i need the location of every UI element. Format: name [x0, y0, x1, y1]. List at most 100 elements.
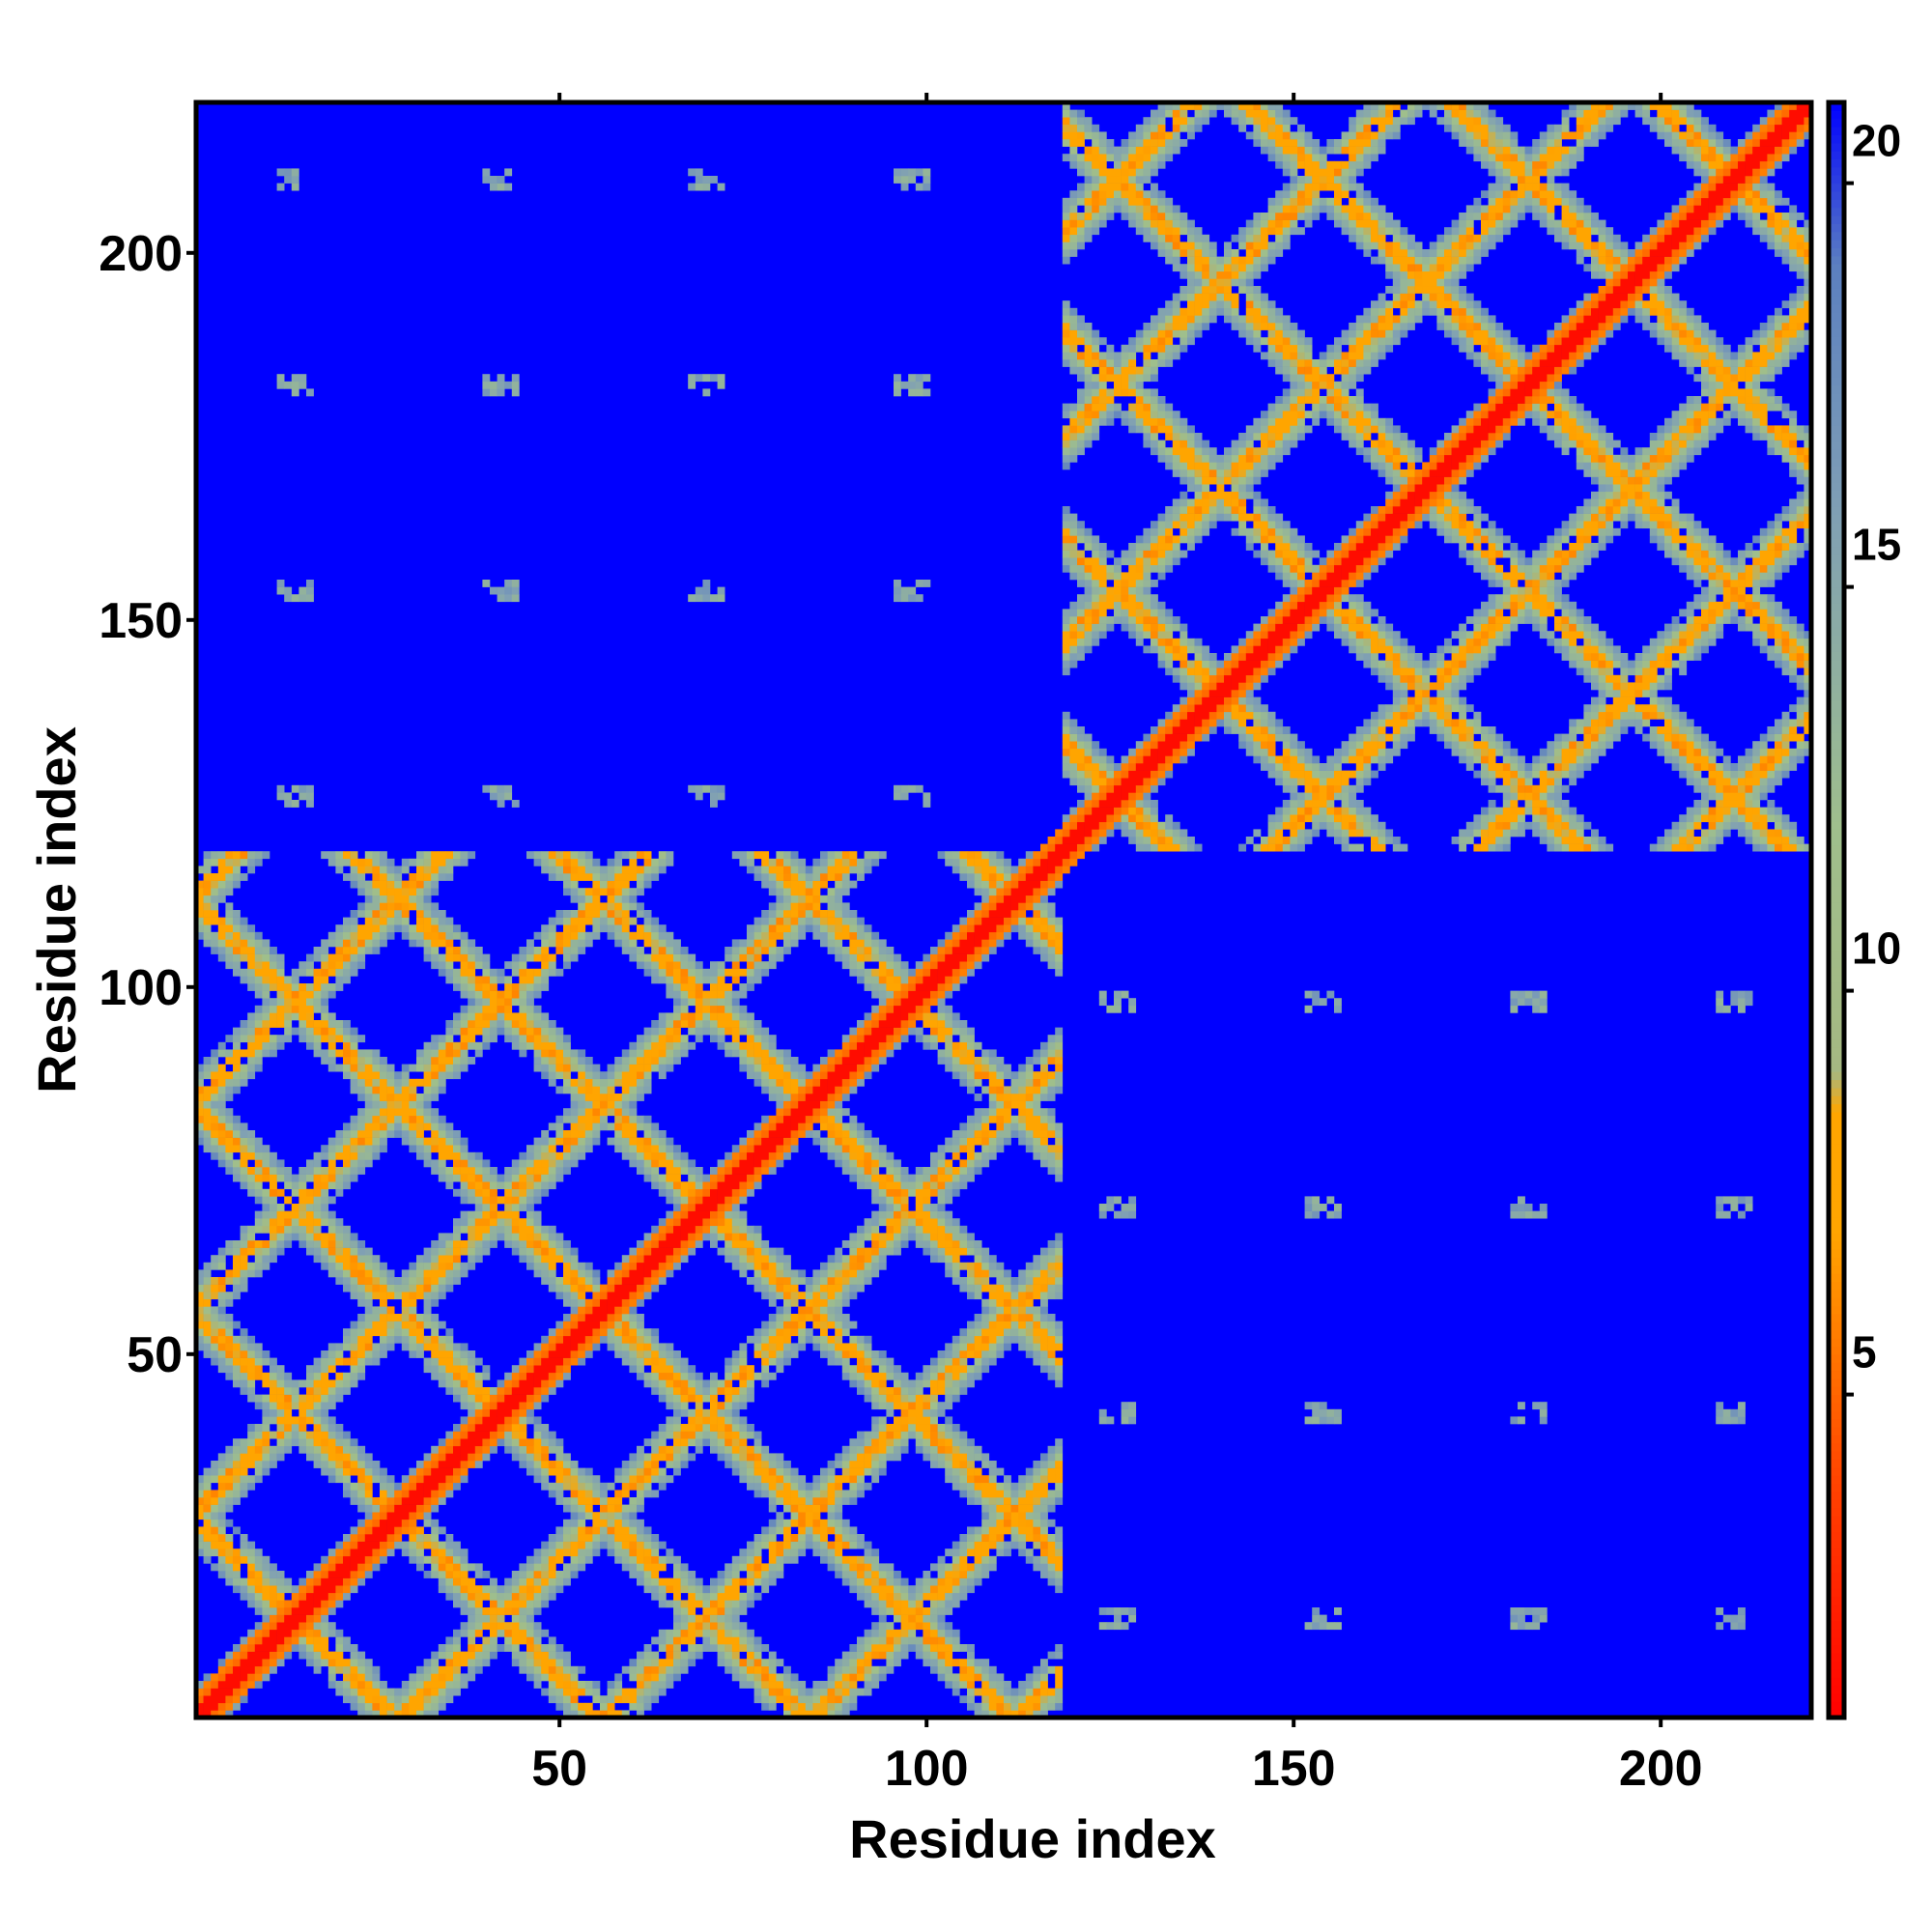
heatmap-cell: [298, 1218, 307, 1227]
heatmap-cell: [790, 1467, 799, 1476]
heatmap-cell: [541, 1057, 550, 1065]
heatmap-cell: [753, 1695, 762, 1704]
heatmap-cell: [717, 1571, 725, 1578]
heatmap-cell: [460, 1629, 469, 1637]
heatmap-cell: [643, 1269, 652, 1278]
heatmap-cell: [401, 1137, 410, 1146]
heatmap-cell: [386, 917, 395, 925]
heatmap-cell: [768, 1094, 777, 1101]
heatmap-cell: [658, 1041, 667, 1050]
heatmap-cell: [724, 1408, 733, 1417]
heatmap-cell: [468, 1035, 476, 1043]
heatmap-cell: [203, 1673, 212, 1682]
heatmap-cell: [519, 1181, 527, 1190]
heatmap-cell: [313, 1665, 322, 1674]
heatmap-cell: [350, 1350, 358, 1358]
heatmap-cell: [790, 902, 799, 911]
heatmap-cell: [416, 910, 424, 918]
heatmap-cell: [747, 1057, 754, 1065]
heatmap-cell: [783, 1086, 791, 1094]
heatmap-cell: [548, 1027, 556, 1036]
heatmap-cell: [196, 888, 204, 896]
heatmap-cell: [783, 1461, 791, 1468]
heatmap-cell: [783, 1292, 791, 1300]
heatmap-cell: [731, 1204, 740, 1211]
heatmap-cell: [747, 1673, 754, 1682]
heatmap-cell: [592, 888, 601, 896]
heatmap-cell: [321, 1240, 329, 1248]
heatmap-cell: [533, 947, 542, 954]
heatmap-cell: [563, 1240, 571, 1248]
heatmap-cell: [372, 1555, 381, 1564]
heatmap-cell: [438, 917, 446, 925]
heatmap-cell: [643, 1255, 652, 1264]
heatmap-cell: [563, 1526, 571, 1535]
heatmap-cell: [453, 976, 461, 984]
heatmap-cell: [357, 1057, 366, 1065]
heatmap-cell: [776, 1681, 784, 1689]
heatmap-cell: [306, 1453, 314, 1462]
heatmap-cell: [533, 1174, 542, 1182]
heatmap-cell: [284, 381, 293, 389]
heatmap-cell: [783, 1526, 791, 1535]
heatmap-cell: [783, 895, 791, 903]
heatmap-cell: [724, 1233, 733, 1241]
heatmap-cell: [768, 1292, 777, 1300]
heatmap-cell: [270, 1020, 277, 1028]
heatmap-cell: [217, 1343, 226, 1351]
heatmap-cell: [570, 851, 579, 860]
heatmap-cell: [284, 1005, 293, 1013]
heatmap-cell: [394, 1526, 403, 1535]
heatmap-cell: [247, 1188, 256, 1197]
heatmap-cell: [445, 1475, 454, 1484]
heatmap-cell: [658, 1247, 667, 1256]
heatmap-cell: [658, 1592, 667, 1601]
heatmap-cell: [445, 1548, 454, 1557]
heatmap-cell: [747, 1453, 754, 1462]
heatmap-cell: [724, 1167, 733, 1175]
heatmap-cell: [584, 1269, 593, 1278]
heatmap-cell: [731, 1431, 740, 1439]
heatmap-cell: [621, 851, 630, 860]
heatmap-cell: [673, 1188, 681, 1197]
heatmap-cell: [343, 1445, 351, 1454]
heatmap-cell: [563, 1453, 571, 1462]
heatmap-cell: [423, 1057, 432, 1065]
heatmap-cell: [621, 917, 630, 925]
heatmap-cell: [313, 1167, 322, 1175]
heatmap-cell: [658, 1681, 667, 1689]
heatmap-cell: [364, 1673, 373, 1682]
heatmap-cell: [541, 1659, 550, 1667]
heatmap-cell: [533, 976, 542, 984]
heatmap-cell: [511, 1592, 520, 1601]
heatmap-cell: [643, 1035, 652, 1043]
heatmap-cell: [702, 1387, 711, 1395]
heatmap-cell: [196, 1702, 204, 1711]
heatmap-cell: [651, 917, 660, 925]
heatmap-cell: [710, 1431, 718, 1439]
heatmap-cell: [247, 1644, 256, 1652]
heatmap-cell: [504, 1424, 513, 1432]
heatmap-cell: [533, 1262, 542, 1270]
heatmap-cell: [217, 858, 226, 867]
heatmap-cell: [357, 873, 366, 881]
heatmap-cell: [688, 1577, 696, 1586]
heatmap-cell: [401, 1702, 410, 1711]
heatmap-cell: [629, 851, 638, 860]
heatmap-cell: [196, 1078, 204, 1087]
heatmap-cell: [643, 1078, 652, 1087]
heatmap-cell: [717, 1005, 725, 1013]
heatmap-cell: [460, 1174, 469, 1182]
heatmap-cell: [364, 1571, 373, 1578]
heatmap-cell: [651, 1225, 660, 1234]
heatmap-cell: [357, 1504, 366, 1513]
heatmap-cell: [233, 953, 241, 962]
heatmap-cell: [474, 983, 483, 991]
heatmap-cell: [776, 1094, 784, 1101]
heatmap-cell: [431, 1490, 440, 1498]
heatmap-cell: [211, 902, 219, 911]
heatmap-cell: [680, 1035, 689, 1043]
heatmap-cell: [306, 1012, 314, 1021]
heatmap-cell: [364, 1277, 373, 1285]
heatmap-cell: [327, 1151, 336, 1160]
